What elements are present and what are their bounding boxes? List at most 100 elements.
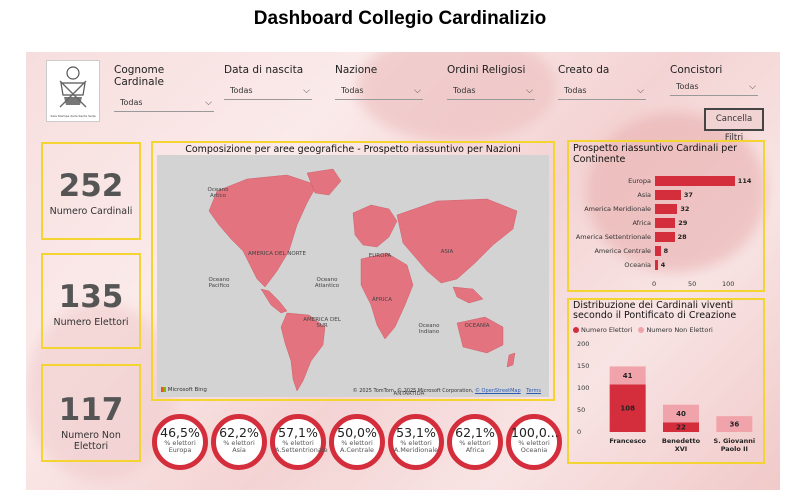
bar-value: 114: [737, 177, 752, 185]
y-tick: 200: [577, 340, 589, 348]
gauge-value: 62,2%: [219, 425, 259, 440]
pontificate-panel: Distribuzione dei Cardinali viventi seco…: [567, 298, 765, 464]
stack-segment[interactable]: [609, 366, 646, 385]
gauge-1: 62,2%% elettori Asia: [211, 414, 267, 470]
gauge-label: % elettori A.Centrale: [339, 439, 375, 454]
gauge-value: 53,1%: [396, 425, 436, 440]
kpi-numero-non-elettori: 117 Numero Non Elettori: [41, 364, 141, 462]
filter-select[interactable]: Todas ⌵: [114, 96, 214, 112]
x-tick: 50: [688, 280, 697, 288]
filter-concistori[interactable]: Concistori Todas ⌵: [670, 64, 770, 96]
category-label: Oceania: [624, 261, 651, 269]
continent-bar-row[interactable]: Asia 37: [569, 190, 759, 200]
filter-value: Todas: [120, 98, 143, 107]
filter-select[interactable]: Todas ⌵: [558, 84, 646, 100]
gauge-value: 57,1%: [278, 425, 318, 440]
bar: [655, 176, 735, 186]
legend-label: Numero Elettori: [581, 326, 633, 334]
continent-bar-row[interactable]: America Meridionale 32: [569, 204, 759, 214]
region-new-zealand: [506, 352, 516, 368]
continent-bar-row[interactable]: Europa 114: [569, 176, 759, 186]
world-map-shapes: [208, 168, 518, 392]
continent-bar-row[interactable]: America Centrale 8: [569, 246, 759, 256]
filter-ordini-religiosi[interactable]: Ordini Religiosi Todas ⌵: [447, 64, 547, 100]
stack-segment[interactable]: [716, 416, 753, 432]
terms-link[interactable]: Terms: [526, 388, 541, 394]
category-label: Francesco: [609, 437, 646, 445]
category-label: XVI: [675, 445, 687, 453]
pontificate-bar-chart: 0 50 100 150 200 108 41 Francesco 22 40 Benedetto X…: [569, 336, 767, 464]
y-tick: 0: [577, 428, 581, 436]
y-tick: 150: [577, 362, 589, 370]
filter-select[interactable]: Todas ⌵: [335, 84, 423, 100]
gauge-4: 53,1%% elettori A.Meridionale: [388, 414, 444, 470]
filter-cognome-cardinale[interactable]: Cognome Cardinale Todas ⌵: [114, 64, 214, 112]
filter-data-di-nascita[interactable]: Data di nascita Todas ⌵: [224, 64, 324, 100]
world-map[interactable]: Oceano Artico AMERICA DEL NORTE Oceano P…: [157, 155, 549, 397]
stack-segment[interactable]: [663, 404, 699, 423]
pontificate-title: Distribuzione dei Cardinali viventi seco…: [573, 300, 737, 321]
stack-segment[interactable]: [609, 384, 646, 432]
kpi-label: Numero Elettori: [53, 317, 129, 328]
filter-select[interactable]: Todas ⌵: [224, 84, 312, 100]
chevron-down-icon: ⌵: [205, 98, 212, 108]
stack-segment[interactable]: [663, 422, 699, 432]
legend-dot-non-elettori: [638, 327, 645, 333]
kpi-label: Numero Non Elettori: [61, 430, 121, 452]
category-label: Asia: [637, 191, 651, 199]
label-america-sud: AMERICA DEL SUR: [303, 317, 341, 329]
bar: [655, 232, 675, 242]
gauge-value: 62,1%: [455, 425, 495, 440]
kpi-numero-cardinali: 252 Numero Cardinali: [41, 142, 141, 240]
attribution-text: © 2025 TomTom, © 2025 Microsoft Corporat…: [352, 388, 474, 394]
segment-value: 40: [676, 410, 686, 418]
legend-dot-elettori: [573, 327, 579, 333]
continent-bar-row[interactable]: Africa 29: [569, 218, 759, 228]
filter-label: Ordini Religiosi: [447, 64, 526, 76]
region-asia: [396, 198, 518, 284]
filter-select[interactable]: Todas ⌵: [670, 80, 758, 96]
label-europa: EUROPA: [368, 253, 392, 259]
bar-value: 29: [678, 219, 688, 227]
continent-bar-row[interactable]: Oceania 4: [569, 260, 759, 270]
region-south-america: [280, 312, 326, 392]
category-label: Africa: [632, 219, 651, 227]
chevron-down-icon: ⌵: [303, 86, 310, 96]
category-label: S. Giovanni: [714, 437, 756, 445]
map-brand: Microsoft Bing: [161, 387, 207, 393]
category-label: America Centrale: [594, 247, 651, 255]
clear-filters-button[interactable]: Cancella Filtri: [704, 108, 764, 143]
filter-select[interactable]: Todas ⌵: [447, 84, 535, 100]
map-brand-text: Microsoft Bing: [167, 387, 207, 393]
gauge-value: 50,0%: [337, 425, 377, 440]
label-oceano-pacifico: Oceano Pacifico: [208, 277, 230, 289]
chevron-down-icon: ⌵: [637, 86, 644, 96]
segment-value: 41: [623, 372, 633, 380]
kpi-value: 252: [58, 168, 124, 204]
region-oceania: [456, 316, 504, 354]
filter-label: Cognome Cardinale: [114, 64, 165, 88]
openstreetmap-link[interactable]: © OpenStreetMap: [474, 388, 521, 394]
label-asia: ASIA: [440, 249, 454, 255]
region-europe: [352, 204, 398, 248]
filter-value: Todas: [453, 86, 476, 95]
bar: [655, 190, 681, 200]
filter-value: Todas: [230, 86, 253, 95]
gauge-label: % elettori Europa: [164, 439, 196, 454]
filter-nazione[interactable]: Nazione Todas ⌵: [335, 64, 435, 100]
chevron-down-icon: ⌵: [749, 82, 756, 92]
papal-coat-of-arms-icon: Sala Stampa della Santa Sede: [50, 66, 96, 118]
category-label: Europa: [628, 177, 651, 185]
label-america-nord: AMERICA DEL NORTE: [248, 251, 306, 257]
region-central-america: [260, 288, 288, 314]
kpi-numero-elettori: 135 Numero Elettori: [41, 253, 141, 349]
bar-value: 28: [677, 233, 687, 241]
region-africa: [360, 252, 414, 340]
continent-bar-row[interactable]: America Settentrionale 28: [569, 232, 759, 242]
category-label: America Meridionale: [584, 205, 651, 213]
logo-caption: Sala Stampa della Santa Sede: [50, 114, 95, 118]
gauge-5: 62,1%% elettori Africa: [447, 414, 503, 470]
filter-value: Todas: [676, 82, 699, 91]
filter-creato-da[interactable]: Creato da Todas ⌵: [558, 64, 658, 100]
gauge-label: % elettori Africa: [459, 439, 491, 454]
